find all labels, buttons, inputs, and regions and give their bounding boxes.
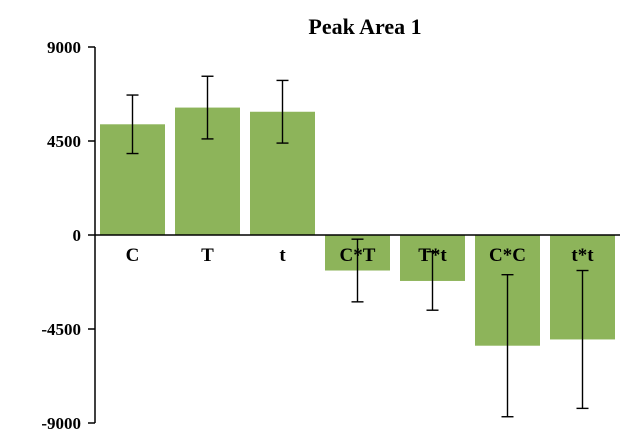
y-tick-label: 9000 bbox=[47, 38, 81, 57]
x-tick-label: T bbox=[201, 245, 214, 266]
x-tick-label: C bbox=[126, 245, 140, 266]
y-tick-label: 4500 bbox=[47, 132, 81, 151]
x-tick-label: C*T bbox=[340, 245, 376, 266]
y-tick-label: -4500 bbox=[41, 320, 81, 339]
x-tick-label: t bbox=[279, 245, 286, 266]
x-tick-label: t*t bbox=[571, 245, 594, 266]
x-tick-label: T*t bbox=[418, 245, 447, 266]
chart-title: Peak Area 1 bbox=[308, 14, 421, 39]
y-tick-label: -9000 bbox=[41, 414, 81, 433]
y-tick-label: 0 bbox=[73, 226, 82, 245]
x-tick-label: C*C bbox=[489, 245, 526, 266]
